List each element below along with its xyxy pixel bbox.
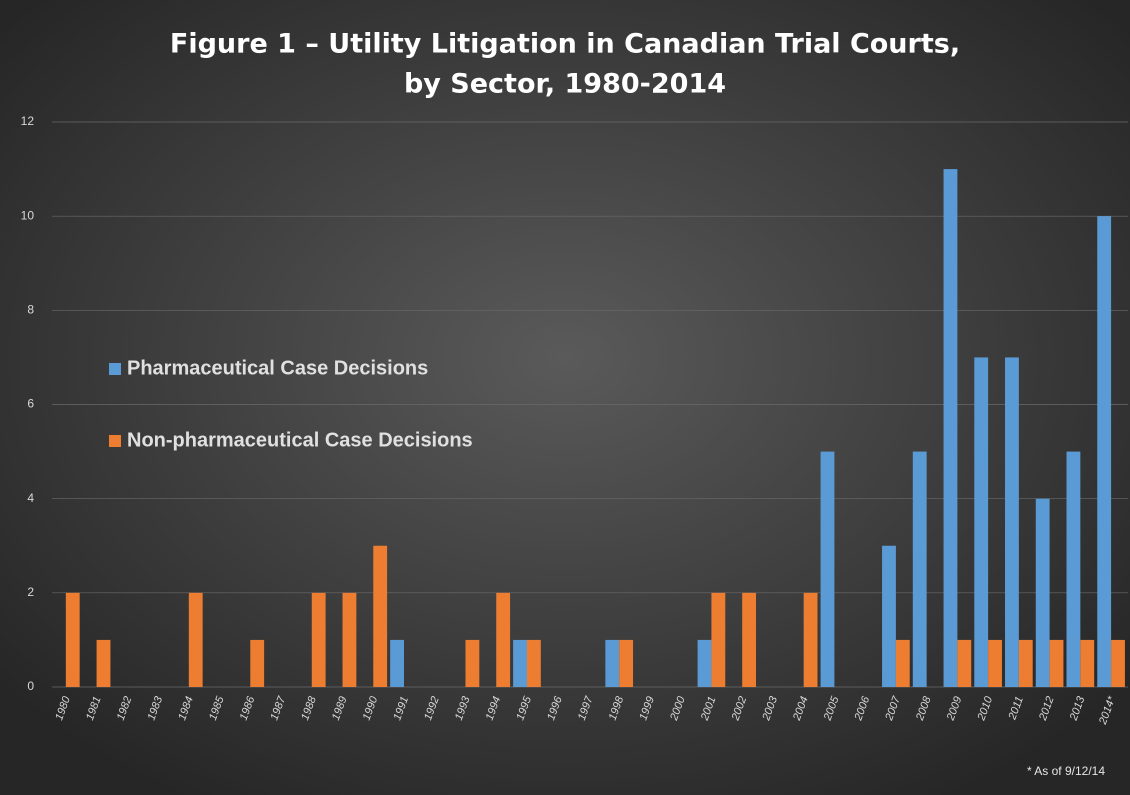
bar: [957, 639, 972, 687]
bar: [1049, 639, 1064, 687]
bar: [1097, 216, 1112, 687]
bar: [711, 592, 726, 687]
y-tick-label: 8: [27, 303, 34, 317]
bar: [96, 639, 111, 687]
bar: [742, 592, 757, 687]
y-tick-label: 0: [27, 679, 34, 693]
bar: [974, 357, 989, 687]
legend-label: Pharmaceutical Case Decisions: [127, 357, 428, 379]
bar: [895, 639, 910, 687]
bar: [1080, 639, 1095, 687]
bar: [390, 639, 405, 687]
bar: [526, 639, 541, 687]
bar: [1005, 357, 1019, 687]
legend-swatch: [109, 435, 121, 447]
bar: [311, 592, 326, 687]
y-tick-label: 6: [27, 397, 34, 411]
bar: [619, 639, 634, 687]
bar: [605, 639, 620, 687]
bar: [188, 592, 203, 687]
bar: [697, 639, 712, 687]
legend-swatch: [109, 363, 121, 375]
y-tick-label: 10: [21, 208, 35, 222]
y-tick-label: 2: [27, 585, 34, 599]
legend-label: Non-pharmaceutical Case Decisions: [127, 429, 473, 451]
bar: [496, 592, 511, 687]
bar: [1111, 639, 1125, 687]
bar: [373, 545, 388, 687]
chart-title: Figure 1 – Utility Litigation in Canadia…: [170, 29, 960, 60]
chart-title: by Sector, 1980-2014: [404, 69, 726, 100]
bar: [988, 639, 1002, 687]
bar: [65, 592, 80, 687]
bar: [1018, 639, 1033, 687]
bar: [250, 639, 265, 687]
bar: [803, 592, 818, 687]
bar: [943, 169, 958, 688]
annotation: * As of 9/12/14: [1027, 764, 1105, 778]
bar: [912, 451, 927, 687]
y-tick-label: 4: [27, 491, 34, 505]
bar: [513, 639, 527, 687]
bar: [882, 545, 896, 687]
bar: [465, 639, 480, 687]
bar: [1035, 498, 1050, 687]
bar: [1066, 451, 1081, 687]
bar: [820, 451, 835, 687]
y-tick-label: 12: [21, 114, 35, 128]
bar: [342, 592, 357, 687]
